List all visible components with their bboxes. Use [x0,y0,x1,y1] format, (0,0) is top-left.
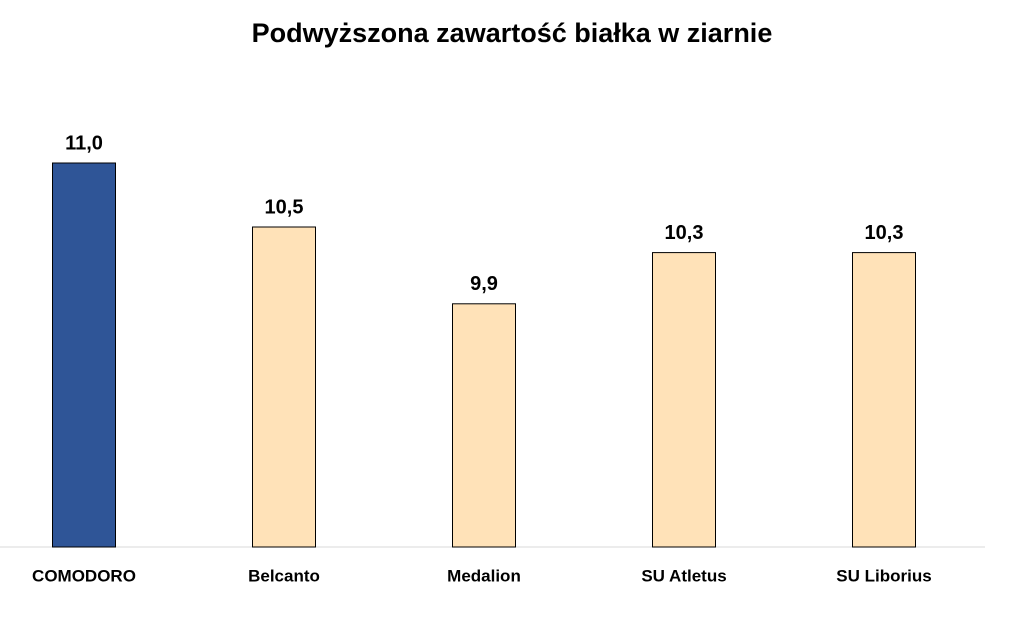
value-label: 9,9 [470,273,498,295]
value-label: 10,3 [865,222,904,244]
bar [852,252,916,548]
bar [252,226,316,548]
bar [652,252,716,548]
bar [52,162,116,548]
x-tick-label: SU Liborius [836,566,931,585]
bar [452,303,516,548]
value-label: 10,3 [665,222,704,244]
x-tick-label: SU Atletus [641,566,726,585]
chart-title: Podwyższona zawartość białka w ziarnie [252,18,773,48]
x-tick-label: COMODORO [32,566,136,585]
value-label: 10,5 [265,196,304,218]
value-label: 11,0 [65,132,103,154]
x-tick-label: Belcanto [248,566,320,585]
x-tick-label: Medalion [447,566,521,585]
